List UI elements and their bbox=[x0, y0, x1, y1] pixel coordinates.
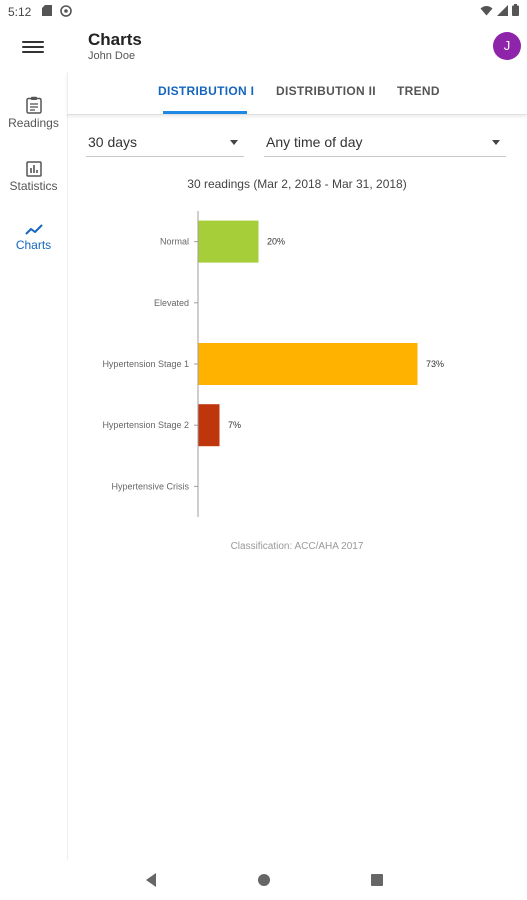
notification-badge-icon bbox=[60, 5, 72, 17]
wifi-icon bbox=[480, 5, 493, 15]
page-title: Charts bbox=[88, 30, 142, 49]
category-label: Hypertension Stage 1 bbox=[102, 359, 189, 369]
category-label: Elevated bbox=[154, 298, 189, 308]
classification-note: Classification: ACC/AHA 2017 bbox=[230, 541, 364, 552]
trending-line-icon bbox=[24, 224, 43, 235]
nav-item-statistics[interactable]: Statistics bbox=[0, 161, 67, 193]
nav-item-label: Charts bbox=[15, 238, 52, 252]
nav-rail: Readings Statistics Charts bbox=[0, 72, 68, 860]
nav-item-label: Readings bbox=[8, 116, 59, 130]
nav-item-readings[interactable]: Readings bbox=[0, 96, 67, 130]
home-icon[interactable] bbox=[257, 873, 271, 887]
distribution-chart: Normal 20% Elevated Hypertension Stage 1 73%… bbox=[102, 211, 444, 517]
value-label: 73% bbox=[426, 359, 444, 369]
sd-card-icon bbox=[42, 5, 52, 16]
time-of-day-dropdown[interactable]: Any time of day bbox=[264, 128, 506, 157]
system-nav-bar bbox=[0, 860, 527, 900]
cell-signal-icon bbox=[497, 4, 508, 16]
value-label: 7% bbox=[228, 420, 241, 430]
bar bbox=[198, 220, 259, 263]
title-block: Charts John Doe bbox=[88, 30, 142, 63]
clipboard-icon bbox=[25, 96, 42, 114]
chevron-down-icon bbox=[230, 140, 238, 145]
tab-bar: DISTRIBUTION I DISTRIBUTION II TREND bbox=[67, 72, 527, 115]
recents-icon[interactable] bbox=[370, 873, 384, 887]
status-time: 5:12 bbox=[8, 5, 32, 19]
category-label: Normal bbox=[160, 237, 189, 247]
readings-summary: 30 readings (Mar 2, 2018 - Mar 31, 2018) bbox=[187, 177, 407, 191]
nav-item-label: Statistics bbox=[9, 179, 58, 193]
time-of-day-value: Any time of day bbox=[266, 134, 363, 150]
battery-icon bbox=[512, 4, 519, 16]
status-bar: 5:12 bbox=[0, 0, 527, 24]
status-icons bbox=[480, 4, 519, 16]
nav-item-charts[interactable]: Charts bbox=[0, 224, 67, 252]
page-subtitle: John Doe bbox=[88, 50, 136, 62]
tab-distribution-2[interactable]: DISTRIBUTION II bbox=[276, 84, 376, 98]
menu-icon[interactable] bbox=[22, 38, 44, 58]
value-label: 20% bbox=[267, 237, 285, 247]
category-label: Hypertensive Crisis bbox=[111, 481, 189, 491]
bar bbox=[198, 343, 418, 385]
tab-trend[interactable]: TREND bbox=[397, 84, 440, 98]
tab-distribution-1[interactable]: DISTRIBUTION I bbox=[158, 84, 255, 98]
app-bar: Charts John Doe J bbox=[0, 24, 527, 72]
period-value: 30 days bbox=[88, 134, 138, 150]
back-icon[interactable] bbox=[144, 872, 158, 888]
bar bbox=[198, 404, 220, 447]
chevron-down-icon bbox=[492, 140, 500, 145]
period-dropdown[interactable]: 30 days bbox=[86, 128, 244, 157]
bar-chart-icon bbox=[25, 161, 42, 177]
avatar[interactable]: J bbox=[493, 32, 521, 60]
tab-indicator bbox=[163, 111, 247, 114]
category-label: Hypertension Stage 2 bbox=[102, 420, 189, 430]
